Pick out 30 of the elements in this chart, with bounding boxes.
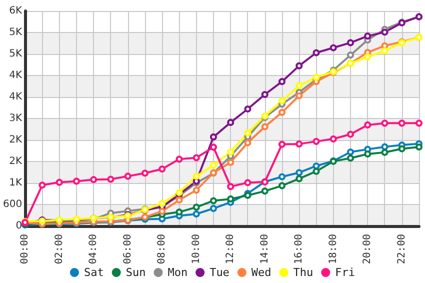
y-tick-label: 4K — [9, 70, 23, 81]
x-tick-label: 08:00 — [156, 234, 168, 264]
legend-label: Mon — [168, 266, 188, 279]
legend-label: Fri — [335, 266, 356, 279]
x-tick-label: 10:00 — [190, 234, 202, 264]
legend-label: Thu — [293, 266, 314, 279]
legend-label: Tue — [210, 266, 230, 279]
x-tick-label: 02:00 — [54, 234, 65, 264]
y-tick-label: 2K — [9, 134, 23, 146]
legend-label: Wed — [251, 266, 272, 279]
x-tick-label: 14:00 — [259, 234, 270, 264]
x-tick-label: 04:00 — [88, 234, 100, 264]
legend-label: Sat — [84, 266, 104, 279]
x-tick-label: 18:00 — [328, 234, 339, 264]
y-tick-label: 6K — [9, 6, 23, 16]
x-tick-label: 12:00 — [225, 234, 236, 264]
y-tick-label: 5K — [9, 48, 23, 60]
x-tick-label: 16:00 — [294, 234, 305, 264]
legend-label: Sun — [126, 266, 146, 279]
y-tick-label: 3K — [9, 113, 23, 124]
y-tick-label: 2K — [9, 156, 23, 167]
x-tick-label: 00:00 — [20, 234, 31, 264]
y-tick-label: 0 — [16, 220, 22, 232]
y-tick-label: 4K — [9, 92, 23, 102]
x-tick-label: 20:00 — [362, 234, 374, 264]
y-tick-label: 600 — [2, 199, 22, 210]
x-tick-label: 06:00 — [122, 234, 134, 264]
x-tick-label: 22:00 — [396, 234, 408, 264]
y-tick-label: 1K — [9, 178, 23, 188]
y-tick-label: 5K — [9, 27, 23, 38]
